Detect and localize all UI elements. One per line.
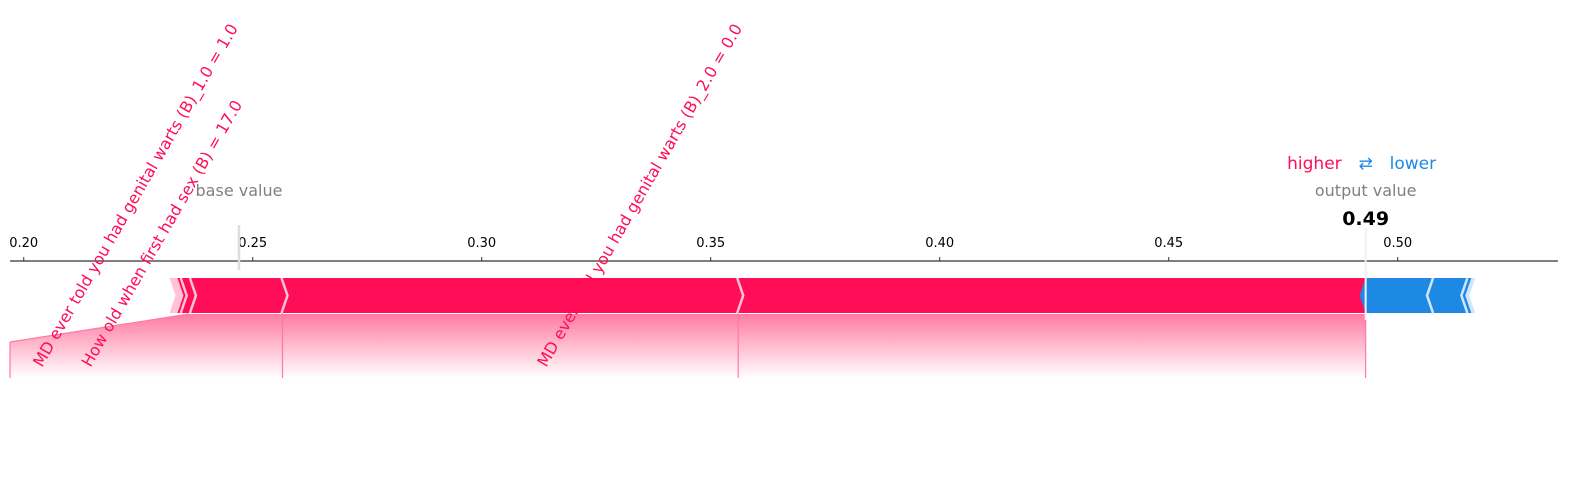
x-tick-label: 0.35 bbox=[696, 236, 725, 251]
x-axis: 0.20 0.25 0.30 0.35 0.40 0.45 0.50 bbox=[9, 236, 1558, 262]
legend-arrows-icon: ⇄ bbox=[1359, 154, 1373, 174]
x-tick-label: 0.20 bbox=[9, 236, 38, 251]
positive-force-segment bbox=[738, 278, 1372, 313]
positive-segment-separator bbox=[188, 277, 198, 314]
negative-force-segment bbox=[1426, 278, 1467, 313]
positive-segment-separator bbox=[179, 277, 189, 314]
negative-force-segment bbox=[1359, 278, 1433, 313]
x-tick-label: 0.50 bbox=[1383, 236, 1412, 251]
negative-force-tip bbox=[1465, 278, 1476, 313]
negative-segment-separator bbox=[1425, 277, 1435, 314]
value-annotations: base value 0.49 output value higher ⇄ lo… bbox=[196, 154, 1436, 320]
positive-segment-separator bbox=[736, 277, 745, 314]
legend-higher: higher bbox=[1287, 154, 1342, 174]
x-tick-label: 0.25 bbox=[238, 236, 267, 251]
base-value-label: base value bbox=[196, 181, 283, 200]
x-tick-label: 0.45 bbox=[1154, 236, 1183, 251]
x-tick-label: 0.40 bbox=[925, 236, 954, 251]
legend-lower: lower bbox=[1390, 154, 1436, 174]
positive-force-segment bbox=[282, 278, 745, 313]
positive-force-segment bbox=[190, 278, 289, 313]
x-tick-label: 0.30 bbox=[467, 236, 496, 251]
positive-segment-separator bbox=[174, 277, 184, 314]
feature-connector bbox=[9, 313, 189, 343]
positive-segment-separator bbox=[280, 277, 289, 314]
feature-shading bbox=[9, 313, 1367, 378]
output-value-number: 0.49 bbox=[1342, 208, 1389, 230]
positive-force-tip bbox=[169, 278, 182, 313]
force-bars bbox=[169, 277, 1476, 314]
feature-fade-area bbox=[10, 314, 1366, 378]
negative-segment-separator bbox=[1460, 277, 1469, 314]
output-value-label: output value bbox=[1315, 181, 1417, 200]
